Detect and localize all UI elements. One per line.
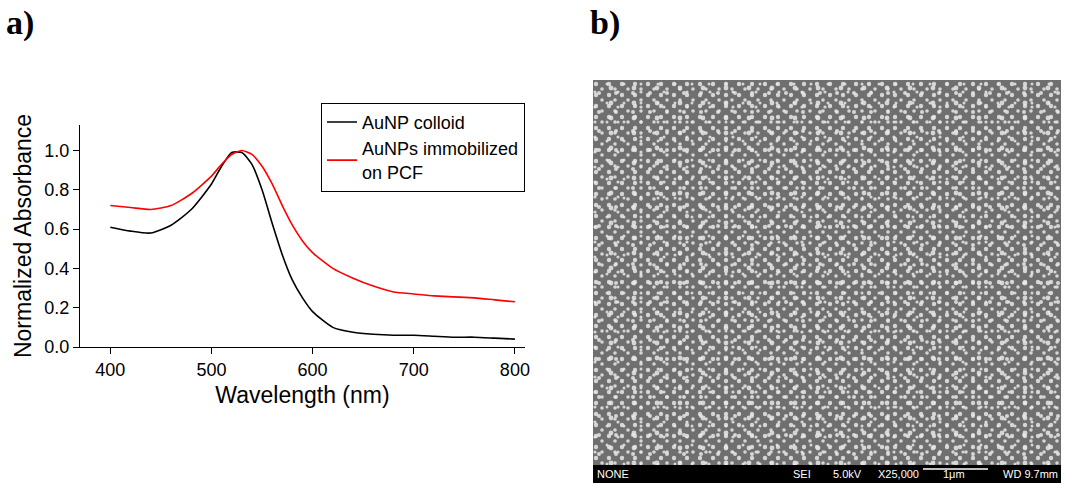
svg-text:800: 800 [500, 360, 530, 380]
svg-text:700: 700 [399, 360, 429, 380]
svg-text:X25,000: X25,000 [878, 468, 919, 480]
svg-text:0.8: 0.8 [44, 180, 69, 200]
svg-text:1.0: 1.0 [44, 141, 69, 161]
svg-text:WD 9.7mm: WD 9.7mm [1003, 468, 1058, 480]
svg-text:Wavelength (nm): Wavelength (nm) [215, 382, 389, 408]
svg-text:AuNPs immobilizedon PCF: AuNPs immobilizedon PCF [362, 139, 518, 182]
svg-text:5.0kV: 5.0kV [833, 468, 862, 480]
svg-text:AuNP colloid: AuNP colloid [362, 113, 465, 133]
svg-text:NONE: NONE [597, 468, 629, 480]
svg-text:0.6: 0.6 [44, 219, 69, 239]
html-text:a): a) [6, 4, 35, 41]
svg-text:0.0: 0.0 [44, 337, 69, 357]
svg-text:1μm: 1μm [943, 468, 965, 480]
svg-text:500: 500 [196, 360, 226, 380]
html-text:b): b) [590, 4, 621, 41]
svg-text:400: 400 [95, 360, 125, 380]
svg-text:0.4: 0.4 [44, 259, 69, 279]
svg-text:SEI: SEI [793, 468, 811, 480]
svg-text:600: 600 [298, 360, 328, 380]
svg-text:0.2: 0.2 [44, 298, 69, 318]
svg-text:Normalized Absorbance: Normalized Absorbance [10, 114, 36, 358]
